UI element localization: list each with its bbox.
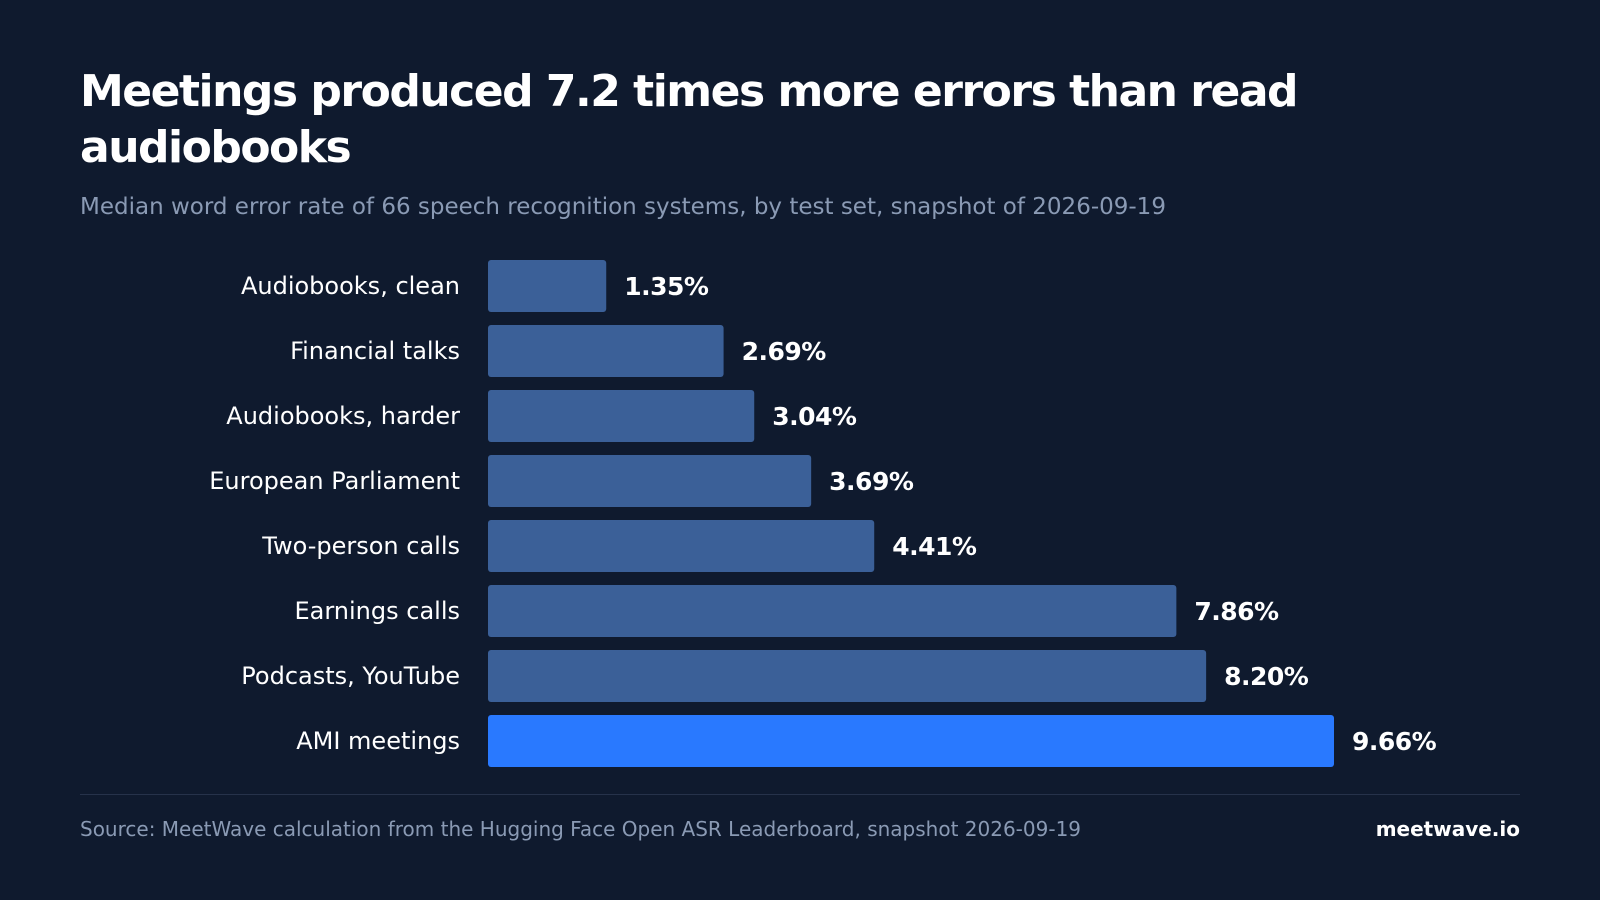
category-label: European Parliament	[209, 467, 460, 495]
category-label: Two-person calls	[261, 532, 460, 560]
category-label: Earnings calls	[294, 597, 460, 625]
brand-logo-text: meetwave.io	[1375, 817, 1520, 841]
bar	[488, 260, 607, 312]
value-label: 8.20%	[1224, 662, 1309, 691]
bar	[488, 715, 1334, 767]
value-label: 7.86%	[1194, 597, 1279, 626]
bar	[488, 325, 724, 377]
chart-title: Meetings produced 7.2 times more errors …	[80, 66, 1299, 173]
value-label: 9.66%	[1352, 727, 1437, 756]
value-label: 1.35%	[624, 272, 709, 301]
bar	[488, 390, 755, 442]
bar	[488, 585, 1177, 637]
category-label: Audiobooks, harder	[226, 402, 460, 430]
source-note: Source: MeetWave calculation from the Hu…	[80, 817, 1082, 841]
value-label: 3.69%	[829, 467, 914, 496]
value-label: 2.69%	[742, 337, 827, 366]
bar	[488, 455, 812, 507]
footer-divider	[80, 794, 1520, 795]
category-label: AMI meetings	[296, 727, 460, 755]
chart-subtitle: Median word error rate of 66 speech reco…	[80, 194, 1166, 220]
value-label: 3.04%	[772, 402, 857, 431]
category-label: Financial talks	[290, 337, 460, 365]
bar	[488, 520, 875, 572]
category-label: Podcasts, YouTube	[241, 662, 460, 690]
value-label: 4.41%	[892, 532, 977, 561]
category-label: Audiobooks, clean	[241, 272, 460, 300]
bar-chart: Audiobooks, clean 1.35% Financial talks 2.6…	[209, 260, 1437, 767]
bar	[488, 650, 1207, 702]
